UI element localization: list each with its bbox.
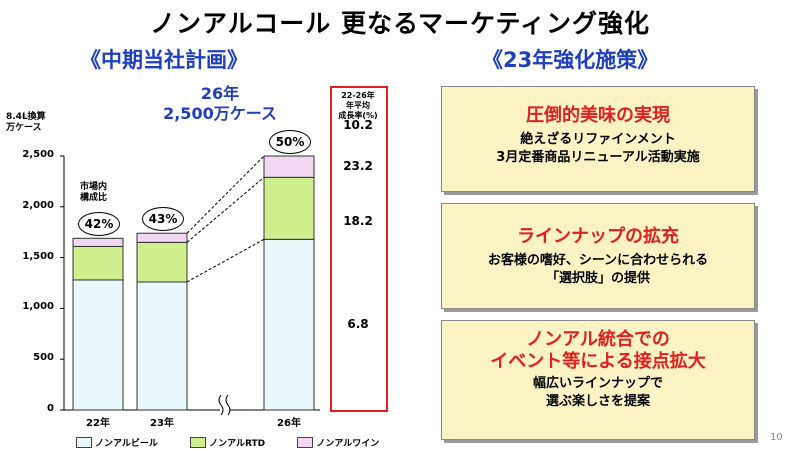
chart-legend: ノンアルビール ノンアルRTD ノンアルワイン	[76, 432, 379, 451]
share-oval: 42%	[78, 212, 120, 237]
card-line: お客様の嗜好、シーンに合わせられる	[487, 253, 709, 268]
target-cases: 2,500万ケース	[163, 104, 277, 123]
card-heading: 圧倒的美味の実現	[526, 105, 670, 126]
card-heading: ノンアル統合での イベント等による接点拡大	[490, 329, 706, 372]
y-axis-title: 8.4L換算 万ケース	[6, 112, 46, 133]
axis-break-gap	[220, 402, 230, 418]
legend-label-rtd: ノンアルRTD	[209, 439, 266, 449]
legend-label-beer: ノンアルビール	[95, 439, 158, 449]
legend-swatch-wine	[297, 437, 314, 448]
y-tick-label: 2,000	[22, 199, 54, 211]
card-line: 幅広いラインナップで	[532, 376, 663, 391]
y-tick-label: 0	[47, 403, 54, 414]
cagr-value: 10.2	[343, 118, 373, 132]
target-year: 26年	[200, 84, 240, 103]
strategy-card-events: ノンアル統合での イベント等による接点拡大 幅広いラインナップで 選ぶ楽しさを提…	[441, 320, 755, 440]
bar-segment	[136, 281, 188, 411]
page-number: 10	[770, 432, 783, 443]
axis-break-icon	[218, 394, 224, 416]
x-tick-label: 22年	[86, 418, 110, 429]
card-line: 3月定番商品リニューアル活動実施	[496, 150, 700, 165]
bar-segment	[72, 237, 124, 247]
bar-segment	[263, 238, 315, 411]
card-heading: ラインナップの拡充	[517, 226, 679, 247]
legend-swatch-rtd	[190, 437, 207, 448]
slide-title: ノンアルコール 更なるマーケティング強化	[150, 9, 650, 38]
cagr-value: 18.2	[343, 214, 373, 229]
y-tick-label: 1,000	[22, 301, 54, 313]
legend-label-wine: ノンアルワイン	[316, 439, 380, 449]
connector-line	[186, 238, 265, 283]
x-tick-label: 23年	[150, 418, 174, 429]
axis-break-icon	[225, 394, 231, 416]
cagr-value: 23.2	[343, 158, 373, 173]
card-line: 絶えざるリファインメント	[520, 132, 676, 147]
cagr-value: 6.8	[347, 316, 369, 331]
strategy-card-lineup: ラインナップの拡充 お客様の嗜好、シーンに合わせられる 「選択肢」の提供	[441, 203, 755, 309]
x-tick-label: 26年	[277, 418, 301, 429]
bar-segment	[136, 241, 188, 283]
bar-segment	[263, 176, 315, 240]
cagr-header: 22-26年 年平均 成長率(%)	[338, 91, 378, 120]
share-oval: 50%	[269, 130, 311, 154]
legend-swatch-beer	[76, 437, 92, 448]
cagr-box	[330, 86, 388, 412]
connector-line	[186, 176, 265, 243]
share-oval: 43%	[142, 207, 184, 232]
market-share-label: 市場内 構成比	[80, 182, 108, 203]
right-section-title: 《23年強化施策》	[482, 48, 659, 72]
bar-segment	[72, 245, 124, 281]
card-line: 「選択肢」の提供	[545, 271, 650, 286]
bar-segment	[263, 155, 315, 178]
bar-segment	[136, 232, 188, 243]
y-tick-label: 2,500	[22, 149, 54, 160]
strategy-card-taste: 圧倒的美味の実現 絶えざるリファインメント 3月定番商品リニューアル活動実施	[441, 86, 755, 192]
card-line: 選ぶ楽しさを提案	[545, 394, 650, 409]
y-tick-label: 1,500	[22, 250, 54, 262]
bar-segment	[72, 279, 124, 411]
left-section-title: 《中期当社計画》	[80, 48, 248, 72]
y-tick-label: 500	[33, 352, 54, 364]
connector-line	[186, 155, 265, 234]
